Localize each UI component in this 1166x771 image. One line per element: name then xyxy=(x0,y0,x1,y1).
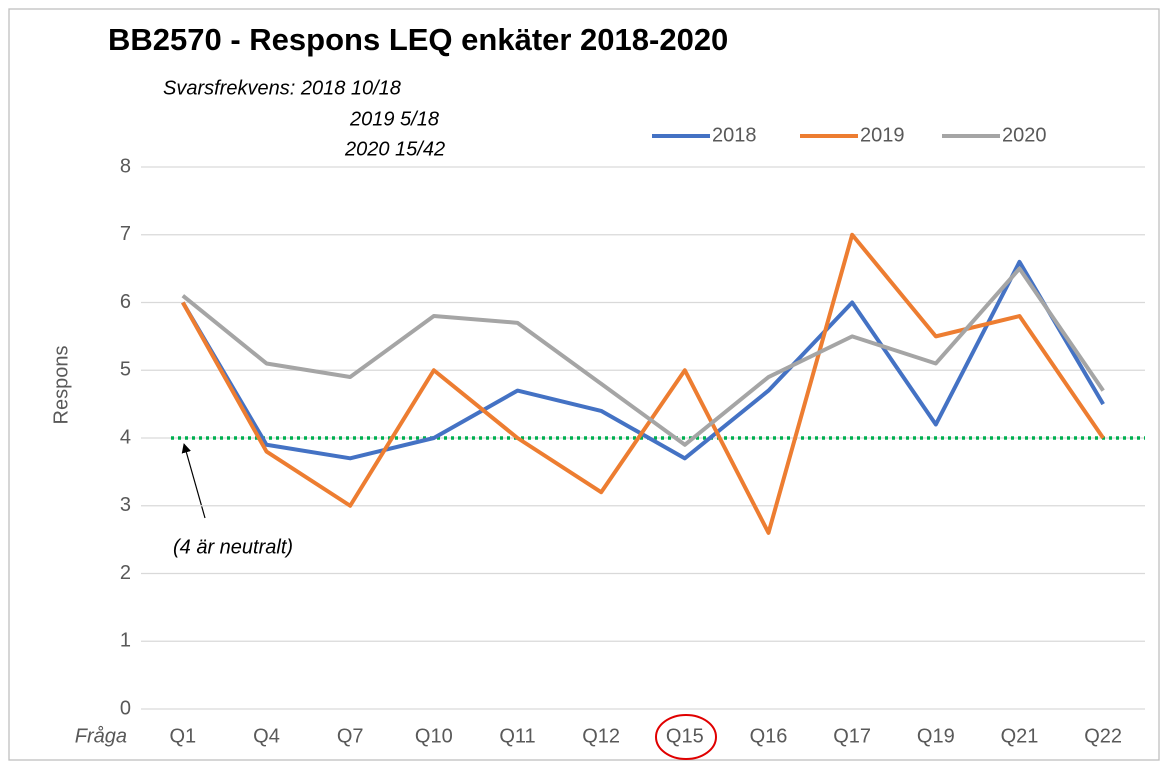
series-line xyxy=(181,266,1105,447)
y-axis-label: Respons xyxy=(50,346,72,425)
y-tick-label: 2 xyxy=(120,562,131,584)
y-tick-label: 3 xyxy=(120,494,131,516)
x-axis-label: Fråga xyxy=(75,725,127,747)
x-tick-label: Q10 xyxy=(415,725,453,747)
y-tick-label: 6 xyxy=(120,291,131,313)
x-tick-label: Q4 xyxy=(253,725,280,747)
x-tick-label: Q12 xyxy=(582,725,620,747)
legend-label: 2020 xyxy=(1002,124,1047,146)
x-tick-label: Q11 xyxy=(499,725,535,747)
legend-label: 2019 xyxy=(860,124,905,146)
legend-label: 2018 xyxy=(712,124,757,146)
y-tick-label: 5 xyxy=(120,359,131,381)
x-tick-label: Q16 xyxy=(750,725,788,747)
x-tick-label: Q22 xyxy=(1084,725,1122,747)
chart-title: BB2570 - Respons LEQ enkäter 2018-2020 xyxy=(108,22,728,57)
y-tick-label: 4 xyxy=(120,426,131,448)
frame xyxy=(8,8,1160,761)
highlight-circle xyxy=(655,714,717,760)
x-tick-label: Q17 xyxy=(833,725,871,747)
y-tick-label: 0 xyxy=(120,697,131,719)
x-tick-label: Q19 xyxy=(917,725,955,747)
x-tick-label: Q1 xyxy=(169,725,196,747)
x-tick-label: Q7 xyxy=(337,725,364,747)
y-tick-label: 1 xyxy=(120,630,131,652)
x-tick-label: Q21 xyxy=(1001,725,1039,747)
x-tick-label: Q15 xyxy=(666,725,704,747)
subtitle: 2020 15/42 xyxy=(344,138,445,160)
annotation: (4 är neutralt) xyxy=(173,536,293,558)
y-tick-label: 8 xyxy=(120,155,131,177)
series-line xyxy=(181,232,1105,535)
subtitle: Svarsfrekvens: 2018 10/18 xyxy=(163,77,401,99)
y-tick-label: 7 xyxy=(120,223,131,245)
subtitle: 2019 5/18 xyxy=(349,108,439,130)
